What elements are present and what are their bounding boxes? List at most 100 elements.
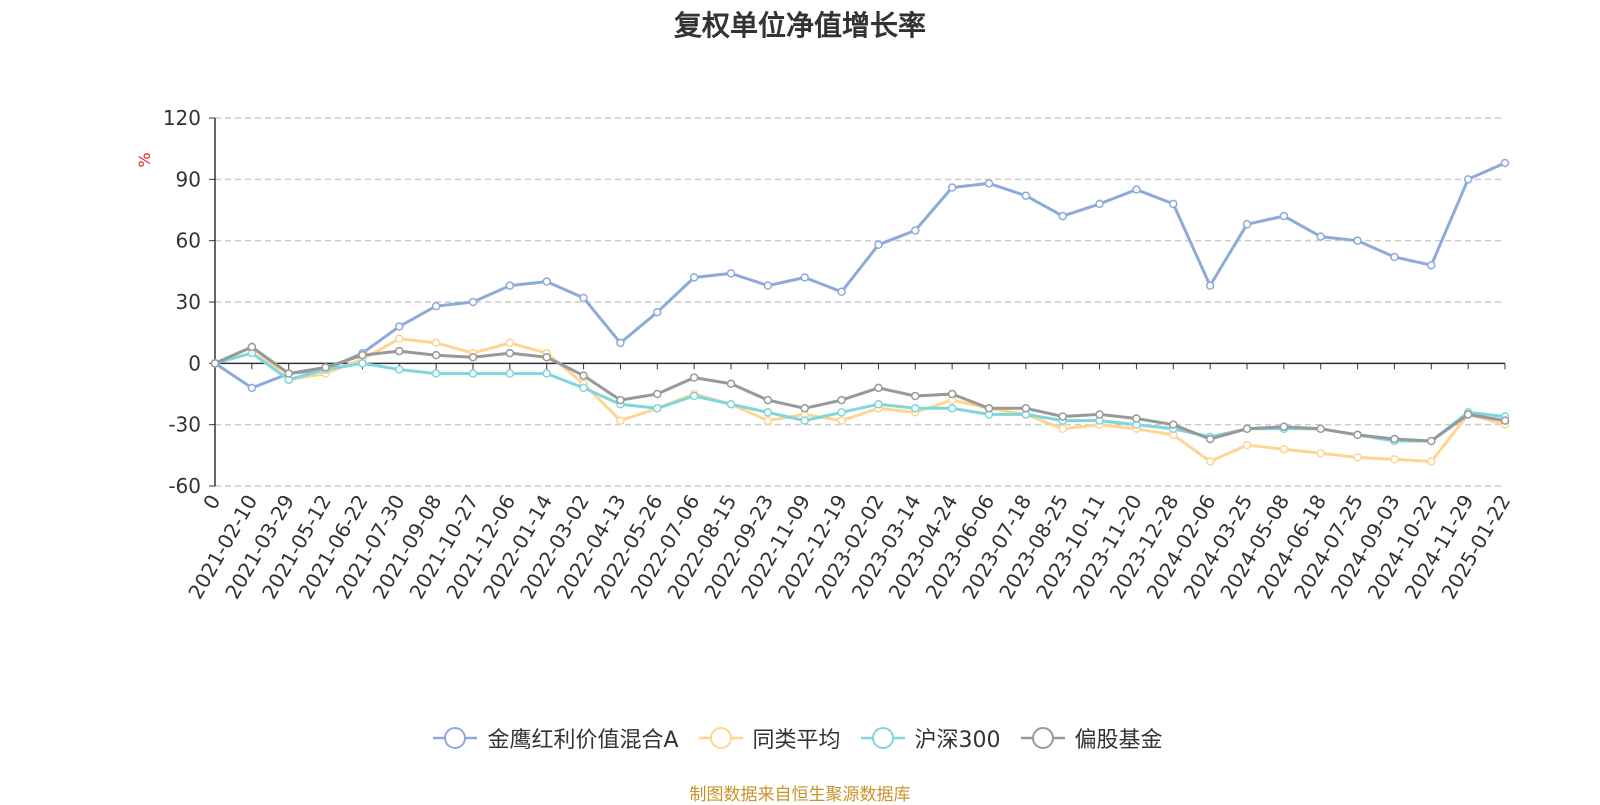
data-point [1242, 424, 1252, 434]
data-point [947, 389, 957, 399]
legend-marker-icon [698, 727, 743, 749]
legend-label: 沪深300 [914, 728, 1001, 753]
y-tick-label: 120 [163, 106, 201, 130]
data-point [874, 399, 883, 409]
data-point [1427, 436, 1436, 446]
series-line-0 [214, 161, 1506, 390]
y-tick-label: 0 [188, 351, 201, 375]
legend-item-0[interactable]: 金鹰红利价值混合A [431, 722, 679, 754]
data-point [1058, 211, 1067, 221]
data-point [1279, 444, 1289, 454]
data-point [579, 383, 588, 393]
data-point [505, 281, 515, 290]
data-point [395, 365, 404, 374]
data-point [395, 334, 404, 344]
data-point [1021, 191, 1031, 200]
data-point [1463, 175, 1473, 184]
data-point [1205, 281, 1215, 290]
data-point [579, 293, 588, 303]
data-point [1353, 453, 1362, 462]
legend-label: 同类平均 [752, 728, 841, 753]
data-point [321, 363, 330, 372]
series-line-3 [214, 345, 1506, 443]
data-point [726, 379, 736, 389]
data-point [837, 287, 846, 297]
legend-item-2[interactable]: 沪深300 [859, 722, 1001, 754]
data-point [726, 399, 736, 409]
data-point [874, 240, 883, 250]
data-point [1427, 457, 1436, 466]
data-point [800, 416, 809, 425]
data-point [1169, 420, 1178, 429]
series-line-2 [214, 351, 1506, 443]
data-point [800, 404, 809, 413]
data-point [542, 277, 551, 286]
y-tick-label: 60 [176, 229, 201, 253]
x-tick-label: 0 [198, 491, 225, 514]
data-point [431, 338, 441, 348]
data-point [689, 273, 699, 282]
grid-lines [215, 117, 1505, 487]
data-point [431, 369, 441, 378]
axes [209, 117, 1506, 487]
data-point [468, 297, 478, 307]
data-point [395, 346, 404, 356]
data-point [1205, 434, 1215, 444]
data-point [800, 273, 809, 282]
data-point [284, 369, 293, 378]
data-point [616, 338, 625, 348]
data-point [1242, 220, 1252, 229]
data-point [505, 338, 515, 348]
y-tick-label: 30 [176, 290, 201, 314]
data-point [505, 369, 515, 378]
data-point [653, 389, 662, 399]
data-point [616, 395, 625, 405]
series-line-1 [214, 337, 1506, 463]
data-point [1390, 455, 1399, 464]
legend-marker-icon [433, 727, 478, 749]
legend-label: 偏股基金 [1074, 728, 1163, 753]
data-point [947, 183, 957, 192]
data-point [616, 416, 625, 425]
data-point [947, 404, 957, 413]
data-point [763, 408, 773, 417]
data-point [837, 416, 846, 425]
data-point [1021, 404, 1031, 413]
data-point [689, 373, 699, 382]
data-point [911, 226, 920, 235]
data-source-footer: 制图数据来自恒生聚源数据库 [689, 785, 911, 805]
legend-item-1[interactable]: 同类平均 [697, 722, 841, 754]
data-point [1316, 449, 1325, 458]
legend: 金鹰红利价值混合A 同类平均 沪深300 偏股基金 [0, 722, 1600, 754]
data-point [763, 281, 773, 290]
data-point [431, 350, 441, 360]
data-point [579, 371, 588, 380]
data-point [247, 342, 257, 352]
data-point [763, 395, 773, 405]
data-point [1390, 434, 1399, 444]
data-point [837, 395, 846, 405]
legend-marker-icon [860, 727, 905, 749]
data-point [653, 307, 662, 317]
data-point [395, 322, 404, 331]
legend-marker-icon [1020, 727, 1065, 749]
data-point [1390, 252, 1399, 262]
data-point [1095, 410, 1104, 419]
data-point [911, 391, 920, 401]
data-point [542, 352, 551, 362]
data-point [689, 391, 699, 401]
data-point [542, 369, 551, 378]
data-point [1132, 414, 1141, 423]
data-point [247, 383, 257, 393]
legend-item-3[interactable]: 偏股基金 [1019, 722, 1163, 754]
data-point [1353, 236, 1362, 245]
data-point [431, 301, 441, 311]
data-point [358, 359, 367, 368]
data-point [468, 369, 478, 378]
data-point [1316, 232, 1325, 241]
data-point [1500, 416, 1510, 425]
data-point [984, 404, 994, 413]
data-point [1205, 457, 1215, 466]
data-point [1316, 424, 1325, 434]
